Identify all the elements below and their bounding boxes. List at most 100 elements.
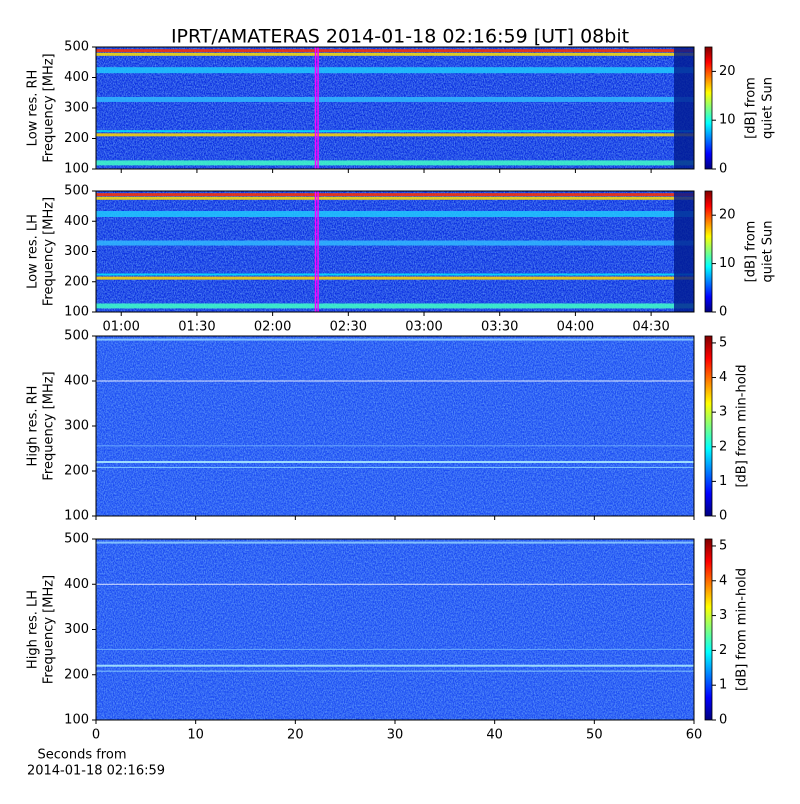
spectrogram-band — [96, 67, 694, 74]
colorbar-label: [dB] from — [744, 77, 759, 139]
y-label: Frequency [MHz] — [42, 53, 57, 162]
x-tick-label: 04:00 — [557, 320, 594, 335]
figure-title: IPRT/AMATERAS 2014-01-18 02:16:59 [UT] 0… — [171, 26, 629, 48]
y-tick-label: 100 — [64, 509, 89, 524]
colorbar-label: [dB] from min-hold — [735, 364, 750, 487]
spectrogram-band — [96, 160, 694, 166]
spectrogram-band — [96, 338, 694, 341]
colorbar-label: [dB] from — [744, 221, 759, 283]
spectrogram-band — [96, 541, 694, 544]
y-tick-label: 500 — [64, 532, 89, 547]
y-tick-label: 500 — [64, 40, 89, 55]
colorbar-tick-label: 10 — [719, 256, 736, 271]
spectrogram-band — [96, 193, 694, 197]
spectrogram-band — [96, 466, 694, 468]
x-tick-label: 50 — [586, 728, 603, 743]
x-tick-label: 02:30 — [330, 320, 367, 335]
colorbar-tick-label: 10 — [719, 113, 736, 128]
y-tick-label: 200 — [64, 464, 89, 479]
x-tick-label: 03:00 — [405, 320, 442, 335]
colorbar-label: [dB] from min-hold — [735, 568, 750, 691]
y-tick-label: 200 — [64, 131, 89, 146]
colorbar-tick-label: 4 — [719, 573, 727, 588]
x-tick-label: 30 — [387, 728, 404, 743]
x-label: 2014-01-18 02:16:59 — [27, 764, 165, 779]
spectrogram-band — [96, 664, 694, 667]
y-label: Frequency [MHz] — [42, 371, 57, 480]
y-tick-label: 500 — [64, 329, 89, 344]
x-tick-label: 03:30 — [481, 320, 518, 335]
y-label: Low res. LH — [26, 214, 41, 289]
spectrogram-band — [96, 461, 694, 463]
colorbar-tick-label: 2 — [719, 439, 727, 454]
spectrogram-band — [96, 273, 694, 276]
colorbar-tick-label: 1 — [719, 678, 727, 693]
spectrogram-band — [96, 49, 694, 53]
x-tick-label: 01:30 — [178, 320, 215, 335]
colorbar-tick-label: 0 — [719, 305, 727, 320]
colorbar-tick-label: 5 — [719, 335, 727, 350]
colorbar — [704, 335, 713, 517]
y-label: Low res. RH — [26, 70, 41, 147]
spectrogram-band — [96, 133, 694, 137]
spectrogram-band — [96, 648, 694, 650]
colorbar-tick-label: 5 — [719, 538, 727, 553]
y-tick-label: 400 — [64, 374, 89, 389]
x-tick-label: 04:30 — [632, 320, 669, 335]
y-tick-label: 300 — [64, 244, 89, 259]
colorbar-tick-label: 3 — [719, 608, 727, 623]
colorbar-tick-label: 1 — [719, 474, 727, 489]
y-label: Frequency [MHz] — [42, 575, 57, 684]
colorbar — [704, 46, 713, 170]
y-label: High res. LH — [26, 590, 41, 669]
spectrogram-band — [96, 52, 694, 56]
x-label: Seconds from — [37, 748, 126, 763]
spectrogram-band — [96, 303, 694, 309]
colorbar-tick-label: 4 — [719, 370, 727, 385]
colorbar-tick-label: 20 — [719, 64, 736, 79]
colorbar-tick-label: 20 — [719, 208, 736, 223]
panel: 100 200 300 400 500 Low res. RH Frequency [MHz… — [26, 40, 776, 177]
spectrogram-noise — [96, 47, 694, 169]
colorbar — [704, 190, 713, 313]
colorbar-tick-label: 2 — [719, 643, 727, 658]
y-tick-label: 200 — [64, 274, 89, 289]
x-tick-label: 0 — [92, 728, 100, 743]
colorbar-label: quiet Sun — [761, 77, 776, 139]
spectrogram-band — [96, 210, 694, 217]
y-tick-label: 400 — [64, 214, 89, 229]
x-tick-label: 40 — [486, 728, 503, 743]
spectrogram-band — [96, 130, 694, 133]
y-tick-label: 100 — [64, 305, 89, 320]
spectrogram-noise — [96, 336, 694, 516]
spectrogram-noise — [96, 191, 694, 312]
colorbar-label: quiet Sun — [761, 220, 776, 282]
y-tick-label: 100 — [64, 713, 89, 728]
colorbar-tick-label: 0 — [719, 713, 727, 728]
spectrogram-band — [96, 583, 694, 585]
colorbar-tick-label: 0 — [719, 509, 727, 524]
y-label: High res. RH — [26, 386, 41, 467]
spectrogram-noise — [96, 539, 694, 720]
spectrogram-band — [96, 196, 694, 200]
spectrogram-band — [96, 276, 694, 280]
x-tick-label: 01:00 — [102, 320, 139, 335]
y-tick-label: 300 — [64, 101, 89, 116]
x-tick-label: 60 — [686, 728, 703, 743]
x-tick-label: 10 — [187, 728, 204, 743]
x-tick-label: 02:00 — [254, 320, 291, 335]
spectrogram-band — [96, 240, 694, 246]
y-tick-label: 400 — [64, 577, 89, 592]
colorbar-tick-label: 3 — [719, 405, 727, 420]
y-tick-label: 400 — [64, 70, 89, 85]
spectrogram-band — [96, 380, 694, 382]
colorbar — [704, 538, 713, 721]
spectrogram-band — [96, 670, 694, 672]
spectrogram-gap — [674, 191, 694, 312]
panel: 100 200 300 400 500 High res. RH Frequency [MH… — [26, 329, 750, 524]
y-tick-label: 500 — [64, 184, 89, 199]
y-tick-label: 100 — [64, 162, 89, 177]
